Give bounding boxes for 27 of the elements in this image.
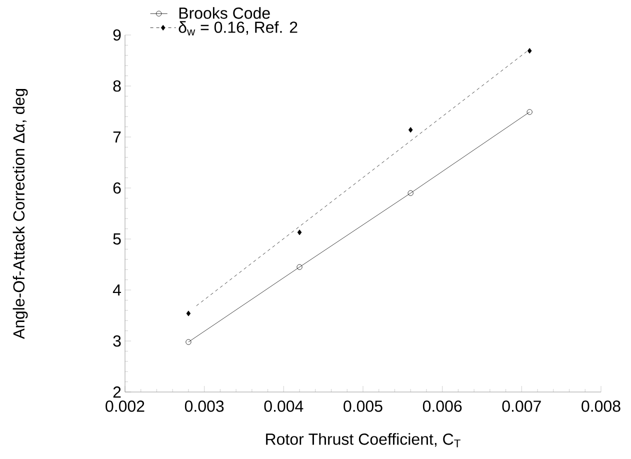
point: [186, 339, 192, 345]
y-tick-label: 8: [113, 80, 121, 92]
x-tick-label: 0.008: [582, 400, 620, 412]
x-tick-label: 0.006: [422, 400, 462, 412]
x-axis-title: Rotor Thrust Coefficient, C$_{T}$: [266, 433, 460, 448]
legend-label: Brooks Code: [179, 7, 270, 19]
point: [527, 48, 532, 54]
y-tick-label: 9: [113, 29, 121, 41]
y-tick-label: 2: [113, 386, 121, 398]
point: [296, 264, 302, 270]
x-tick-label: 0.003: [184, 400, 224, 412]
point: [408, 127, 413, 133]
x-tick-label: 0.005: [344, 400, 382, 412]
y-tick-label: 5: [113, 233, 121, 245]
point: [408, 190, 414, 196]
point: [526, 109, 532, 115]
y-tick-label: 6: [113, 182, 121, 194]
x-tick-label: 0.007: [502, 400, 541, 412]
point: [186, 310, 191, 316]
x-tick-label: 0.002: [106, 400, 144, 412]
legend-label: δ$_{w}$ = 0.16, Ref. 2: [178, 21, 298, 36]
y-tick-label: 4: [112, 284, 121, 296]
x-tick-label: 0.004: [264, 400, 304, 412]
point: [297, 230, 302, 236]
y-axis-title: Angle-Of-Attack Correction Δα, deg: [12, 88, 28, 340]
y-tick-label: 3: [113, 335, 121, 347]
y-tick-label: 7: [113, 132, 121, 143]
